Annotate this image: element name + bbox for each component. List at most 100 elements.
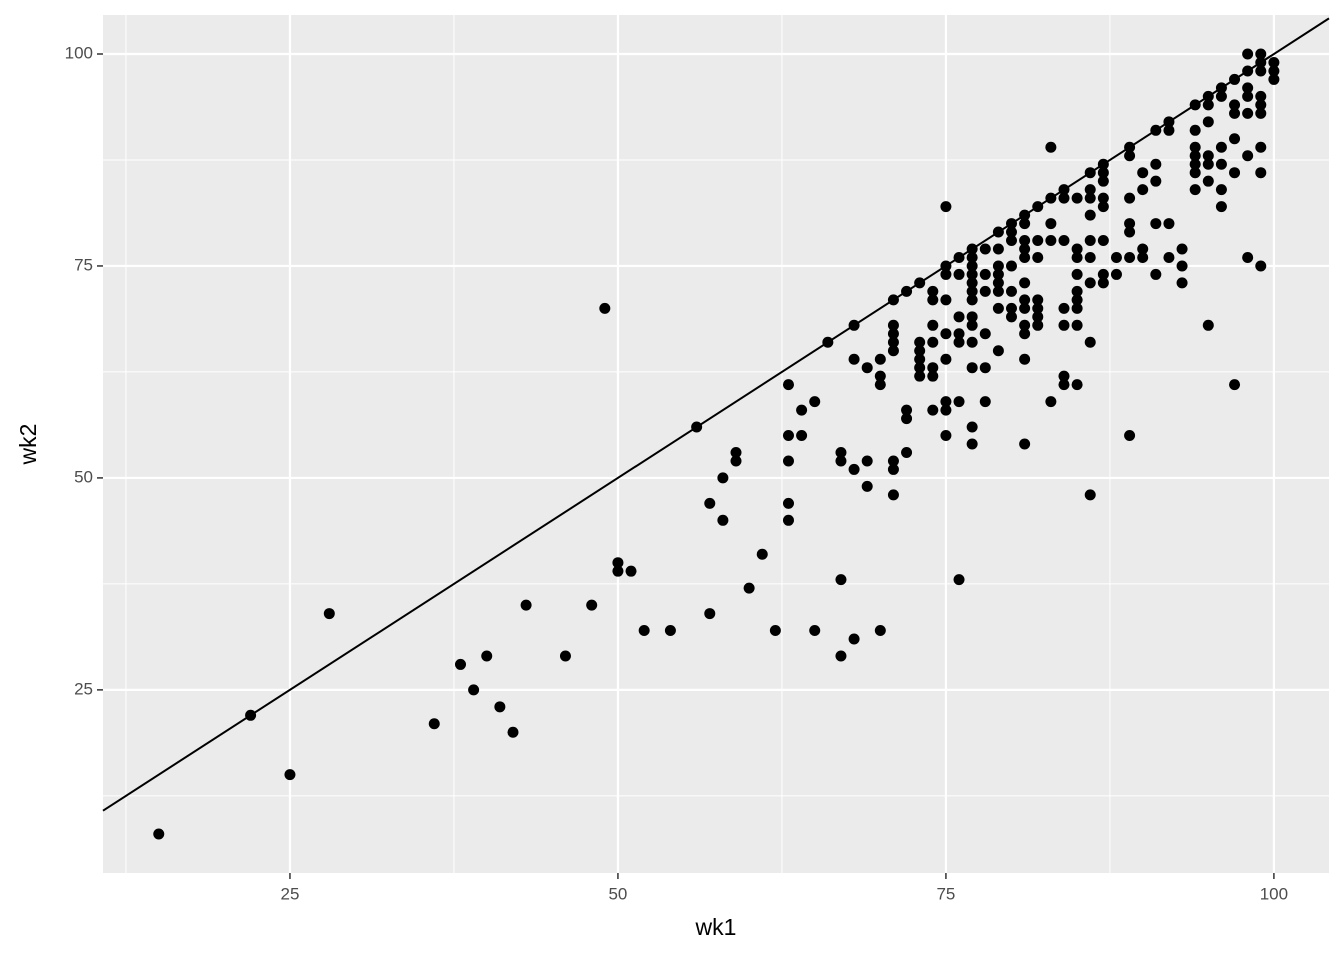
point [1189, 167, 1201, 179]
point [1242, 65, 1254, 77]
point [796, 430, 808, 442]
point [953, 328, 965, 340]
point [1019, 353, 1031, 365]
point [1097, 235, 1109, 247]
point [1242, 107, 1254, 119]
point [612, 565, 624, 577]
point [1071, 243, 1083, 255]
point [559, 650, 571, 662]
point [887, 319, 899, 331]
point [1176, 243, 1188, 255]
point [887, 463, 899, 475]
point [1058, 319, 1070, 331]
point [861, 362, 873, 374]
point [1255, 56, 1267, 68]
point [1268, 65, 1280, 77]
point [940, 268, 952, 280]
point [953, 396, 965, 408]
point [796, 404, 808, 416]
point [861, 455, 873, 467]
point [1071, 285, 1083, 297]
point [1097, 192, 1109, 204]
point [1215, 90, 1227, 102]
x-tick-label: 50 [608, 884, 627, 903]
point [992, 345, 1004, 357]
point [1215, 184, 1227, 196]
point [966, 311, 978, 323]
point [940, 201, 952, 213]
point [1163, 116, 1175, 128]
point [1137, 184, 1149, 196]
point [979, 285, 991, 297]
point [1006, 285, 1018, 297]
point [966, 294, 978, 306]
point [1189, 150, 1201, 162]
point [717, 472, 729, 484]
point [1255, 65, 1267, 77]
point [1242, 251, 1254, 263]
point [1058, 379, 1070, 391]
point [835, 446, 847, 458]
point [927, 370, 939, 382]
point [966, 268, 978, 280]
point [1189, 141, 1201, 153]
point [861, 480, 873, 492]
point [612, 557, 624, 569]
point [953, 268, 965, 280]
point [1255, 260, 1267, 272]
point [1215, 201, 1227, 213]
point [1189, 124, 1201, 136]
point [1150, 268, 1162, 280]
point [1202, 319, 1214, 331]
point [1229, 379, 1241, 391]
point [1084, 184, 1096, 196]
point [1058, 302, 1070, 314]
point [966, 260, 978, 272]
point [1006, 260, 1018, 272]
point [979, 362, 991, 374]
point [1202, 99, 1214, 111]
point [1058, 370, 1070, 382]
point [1019, 277, 1031, 289]
point [1097, 158, 1109, 170]
point [1137, 243, 1149, 255]
point [848, 353, 860, 365]
point [1229, 73, 1241, 85]
point [966, 285, 978, 297]
point [1255, 167, 1267, 179]
point [704, 608, 716, 620]
point [1124, 218, 1136, 230]
point [1045, 396, 1057, 408]
point [1255, 48, 1267, 60]
point [1032, 235, 1044, 247]
point [1032, 201, 1044, 213]
point [1242, 150, 1254, 162]
point [153, 828, 165, 840]
point [1202, 175, 1214, 187]
point [992, 260, 1004, 272]
point [1006, 218, 1018, 230]
point [769, 625, 781, 637]
point [927, 404, 939, 416]
y-tick-label: 75 [74, 255, 93, 274]
point [782, 514, 794, 526]
point [1071, 192, 1083, 204]
point [992, 277, 1004, 289]
point [966, 243, 978, 255]
point [1071, 302, 1083, 314]
point [874, 370, 886, 382]
point [1189, 184, 1201, 196]
point [1242, 48, 1254, 60]
point [979, 268, 991, 280]
point [848, 319, 860, 331]
point [966, 336, 978, 348]
point [927, 319, 939, 331]
point [887, 489, 899, 501]
point [1110, 251, 1122, 263]
point [1202, 116, 1214, 128]
point [1163, 124, 1175, 136]
point [494, 701, 506, 713]
point [901, 404, 913, 416]
point [323, 608, 335, 620]
y-tick-label: 50 [74, 467, 93, 486]
